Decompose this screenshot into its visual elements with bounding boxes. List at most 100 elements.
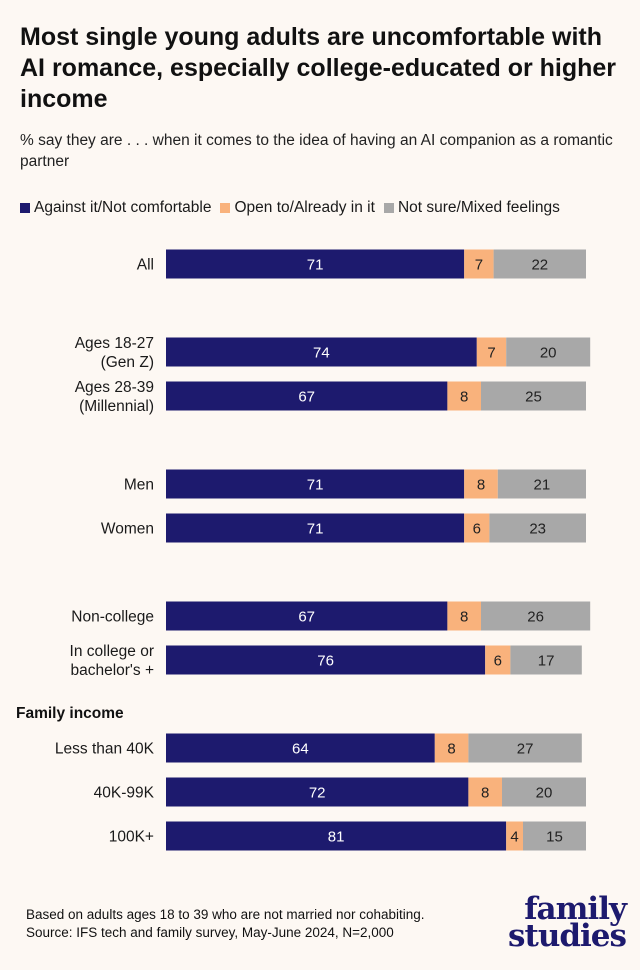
legend-swatch-open — [220, 203, 231, 213]
chart-subtitle: % say they are . . . when it comes to th… — [20, 132, 613, 170]
legend-item-open: Open to/Already in it — [220, 199, 375, 217]
data-label-not-sure-less-than-40k: 27 — [517, 741, 534, 758]
row-label-line: Non-college — [71, 609, 154, 626]
bar-not-sure-ages-28-39-millennial — [481, 381, 586, 411]
bar-row-ages-18-27-gen-z: Ages 18-27 (Gen Z) 74 7 20 — [75, 335, 591, 371]
bar-row-in-college-or-bachelor-s: In college or bachelor's + 76 6 17 — [70, 643, 582, 679]
row-label-line: In college or — [70, 643, 154, 660]
data-label-open-men: 8 — [477, 477, 485, 494]
legend-item-not-sure: Not sure/Mixed feelings — [383, 199, 560, 217]
data-label-against-ages-28-39-millennial: 67 — [298, 389, 315, 406]
bar-row-men: Men 71 8 21 — [124, 469, 586, 499]
data-label-not-sure-all: 22 — [531, 257, 548, 274]
row-label-40k-99k: 40K-99K — [94, 785, 155, 802]
row-label-line: Ages 28-39 — [75, 379, 154, 396]
legend: Against it/Not comfortable Open to/Alrea… — [20, 199, 569, 217]
row-label-non-college: Non-college — [71, 609, 154, 626]
data-label-not-sure-ages-28-39-millennial: 25 — [525, 389, 542, 406]
data-label-open-ages-18-27-gen-z: 7 — [487, 345, 495, 362]
row-label-women: Women — [101, 521, 154, 538]
bar-open-40k-99k — [468, 777, 502, 807]
data-label-open-non-college: 8 — [460, 609, 468, 626]
bar-not-sure-ages-18-27-gen-z — [506, 337, 591, 367]
data-label-against-40k-99k: 72 — [309, 785, 326, 802]
row-label-line: All — [137, 257, 154, 274]
bar-not-sure-non-college — [481, 601, 591, 631]
bar-row-women: Women 71 6 23 — [101, 513, 586, 543]
data-label-against-women: 71 — [307, 521, 324, 538]
bar-row-all: All 71 7 22 — [137, 249, 586, 279]
row-label-less-than-40k: Less than 40K — [55, 741, 155, 758]
bar-open-men — [464, 469, 498, 499]
footnote: Based on adults ages 18 to 39 who are no… — [26, 906, 425, 942]
bar-against-40k-99k — [166, 777, 469, 807]
bar-against-ages-18-27-gen-z — [166, 337, 477, 367]
bar-open-ages-18-27-gen-z — [476, 337, 507, 367]
bar-row-ages-28-39-millennial: Ages 28-39 (Millennial) 67 8 25 — [75, 379, 586, 415]
bar-not-sure-women — [489, 513, 586, 543]
legend-swatch-not-sure — [383, 203, 394, 213]
data-label-against-men: 71 — [307, 477, 324, 494]
data-label-against-non-college: 67 — [298, 609, 315, 626]
data-label-open-ages-28-39-millennial: 8 — [460, 389, 468, 406]
data-label-against-in-college-or-bachelor-s: 76 — [317, 653, 334, 670]
row-label-ages-28-39-millennial: Ages 28-39 (Millennial) — [75, 379, 154, 415]
bar-row-100k: 100K+ 81 4 15 — [109, 821, 586, 851]
data-label-against-less-than-40k: 64 — [292, 741, 309, 758]
row-label-line: 100K+ — [109, 829, 154, 846]
bar-not-sure-40k-99k — [502, 777, 586, 807]
legend-item-against: Against it/Not comfortable — [20, 199, 211, 217]
group-header-family-income: Family income — [16, 705, 124, 722]
row-label-line: Ages 18-27 — [75, 335, 154, 352]
data-label-not-sure-in-college-or-bachelor-s: 17 — [538, 653, 555, 670]
bar-open-all — [464, 249, 494, 279]
bar-not-sure-100k — [523, 821, 586, 851]
bar-not-sure-in-college-or-bachelor-s — [510, 645, 582, 675]
logo-line-2: studies — [508, 918, 627, 954]
bar-open-women — [464, 513, 490, 543]
bar-row-non-college: Non-college 67 8 26 — [71, 601, 591, 631]
bar-row-less-than-40k: Less than 40K 64 8 27 — [55, 733, 582, 763]
row-label-men: Men — [124, 477, 154, 494]
bar-row-40k-99k: 40K-99K 72 8 20 — [94, 777, 586, 807]
data-label-not-sure-non-college: 26 — [527, 609, 544, 626]
bar-open-non-college — [447, 601, 481, 631]
row-label-line: (Millennial) — [79, 398, 154, 415]
data-label-open-all: 7 — [475, 257, 483, 274]
data-label-open-women: 6 — [473, 521, 481, 538]
bar-against-women — [166, 513, 465, 543]
bar-against-ages-28-39-millennial — [166, 381, 448, 411]
row-label-line: Women — [101, 521, 154, 538]
footnote-line-1: Based on adults ages 18 to 39 who are no… — [26, 907, 425, 922]
bar-against-in-college-or-bachelor-s — [166, 645, 486, 675]
bar-not-sure-less-than-40k — [468, 733, 582, 763]
legend-label-open: Open to/Already in it — [234, 199, 375, 216]
data-label-open-in-college-or-bachelor-s: 6 — [494, 653, 502, 670]
data-label-against-all: 71 — [307, 257, 324, 274]
family-studies-logo: family studies — [508, 891, 627, 954]
data-label-against-ages-18-27-gen-z: 74 — [313, 345, 330, 362]
legend-label-against: Against it/Not comfortable — [34, 199, 212, 216]
data-label-not-sure-ages-18-27-gen-z: 20 — [540, 345, 557, 362]
data-label-not-sure-40k-99k: 20 — [536, 785, 553, 802]
logo-line-1: family — [524, 891, 627, 927]
row-label-line: 40K-99K — [94, 785, 155, 802]
row-label-line: bachelor's + — [70, 662, 154, 679]
row-label-all: All — [137, 257, 154, 274]
bar-open-less-than-40k — [434, 733, 469, 763]
bar-against-men — [166, 469, 465, 499]
data-label-open-40k-99k: 8 — [481, 785, 489, 802]
row-label-in-college-or-bachelor-s: In college or bachelor's + — [70, 643, 154, 679]
chart-title: Most single young adults are uncomfortab… — [20, 23, 617, 113]
footnote-line-2: Source: IFS tech and family survey, May-… — [26, 925, 394, 940]
data-label-against-100k: 81 — [328, 829, 345, 846]
bar-open-ages-28-39-millennial — [447, 381, 481, 411]
row-label-line: (Gen Z) — [101, 354, 154, 371]
data-label-not-sure-men: 21 — [534, 477, 551, 494]
data-label-not-sure-women: 23 — [529, 521, 546, 538]
bar-against-less-than-40k — [166, 733, 435, 763]
bar-against-non-college — [166, 601, 448, 631]
bar-open-100k — [506, 821, 523, 851]
bar-not-sure-all — [493, 249, 586, 279]
